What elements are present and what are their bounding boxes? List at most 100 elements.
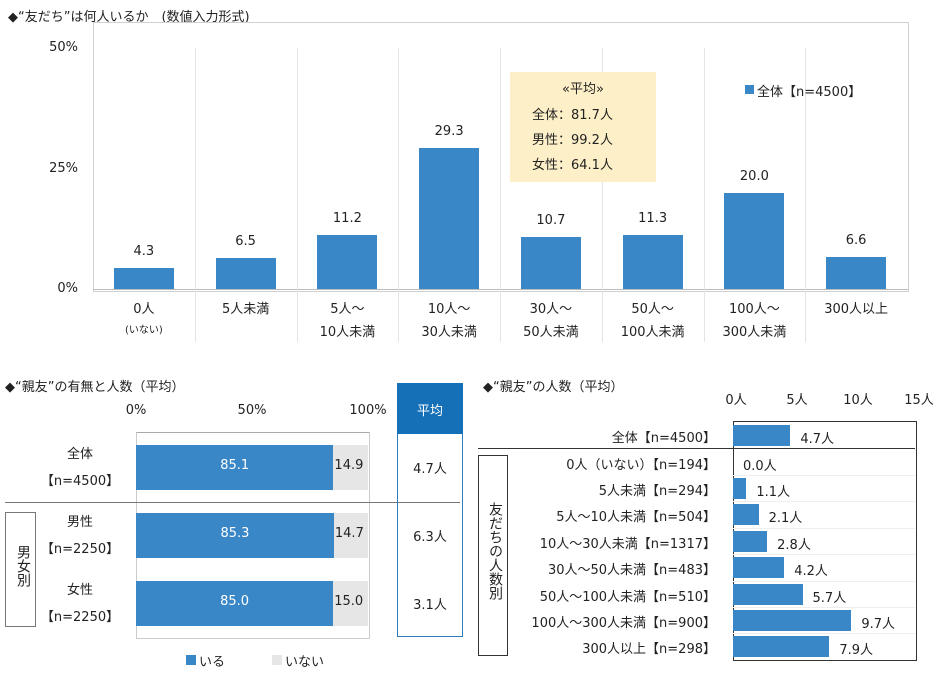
bar-present — [136, 445, 334, 490]
bar — [733, 425, 791, 446]
chart-title: ◆“親友”の有無と人数（平均） — [5, 380, 185, 395]
bar — [733, 478, 747, 499]
category-divider — [601, 48, 603, 342]
category-divider — [296, 48, 298, 342]
x-tick-label: 5人未満 — [221, 302, 270, 317]
legend-label: 全体【n=4500】 — [757, 85, 862, 100]
bar — [113, 268, 174, 289]
category-label: 女性 — [66, 583, 94, 598]
row-gridline — [733, 554, 915, 555]
category-label: 10人～30人未満【n=1317】 — [539, 537, 716, 552]
bar-present — [136, 513, 334, 558]
x-tick-label: 5人 — [786, 393, 808, 408]
average-value: 6.3人 — [413, 530, 447, 545]
bar — [733, 584, 803, 605]
x-tick-label: 0人 — [725, 393, 747, 408]
data-label: 11.3 — [638, 210, 668, 226]
group-label: 男女別 — [15, 545, 31, 587]
x-tick-label: 5人～ — [330, 302, 365, 317]
bar — [317, 235, 378, 289]
category-sublabel: 【n=2250】 — [40, 542, 120, 557]
row-gridline — [733, 581, 915, 582]
data-label: 14.7 — [334, 526, 364, 541]
group-box — [5, 512, 36, 627]
data-label: 6.6 — [845, 233, 867, 249]
data-label: 20.0 — [739, 168, 769, 184]
legend-label: いる — [199, 655, 226, 670]
row-gridline — [733, 607, 915, 608]
y-tick-label: 0% — [57, 281, 78, 296]
group-label: 友だちの人数別 — [487, 502, 503, 600]
data-label: 85.3 — [220, 526, 250, 541]
legend-swatch — [186, 655, 196, 665]
data-label: 14.9 — [334, 458, 364, 473]
bar — [724, 192, 785, 289]
average-title: «平均» — [562, 82, 604, 97]
data-label: 7.9人 — [839, 643, 874, 658]
category-divider — [500, 48, 501, 342]
bar — [733, 610, 852, 631]
data-label: 11.2 — [332, 211, 362, 227]
category-sublabel: 【n=4500】 — [40, 474, 120, 489]
data-label: 85.0 — [220, 594, 250, 609]
x-tick-label-sub: 300人未満 — [722, 325, 787, 340]
data-label: 29.3 — [434, 123, 464, 139]
data-label: 85.1 — [220, 458, 250, 473]
bar-absent — [333, 513, 368, 558]
average-header — [397, 383, 463, 434]
y-tick-label: 50% — [49, 40, 78, 55]
x-tick-label: 300人以上 — [824, 302, 889, 317]
row-gridline — [733, 633, 915, 634]
x-tick-label: 0% — [125, 403, 147, 418]
bar — [622, 234, 683, 289]
chart-title: ◆“親友”の人数（平均） — [483, 380, 624, 395]
data-label: 2.1人 — [768, 511, 803, 526]
legend-swatch — [745, 85, 754, 94]
bar — [733, 636, 830, 657]
legend-swatch — [272, 655, 282, 665]
category-label: 0人（いない）【n=194】 — [566, 458, 716, 473]
data-label: 5.7人 — [812, 591, 847, 606]
group-divider — [478, 448, 915, 449]
x-tick-label: 100% — [349, 403, 387, 418]
x-tick-label-sub: 30人未満 — [421, 325, 477, 340]
group-divider — [5, 502, 460, 503]
category-label: 5人～10人未満【n=504】 — [556, 510, 716, 525]
bar-absent — [333, 581, 368, 626]
x-tick-label: 100人～ — [728, 302, 780, 317]
category-divider — [194, 48, 196, 342]
data-label: 0.0人 — [743, 459, 777, 474]
legend-label: いない — [285, 655, 325, 670]
x-tick-label-sub: 50人未満 — [523, 325, 579, 340]
x-tick-label: 50% — [237, 403, 267, 418]
category-divider — [805, 48, 807, 342]
category-label: 男性 — [66, 515, 94, 530]
x-tick-label: 10人 — [843, 393, 873, 408]
data-label: 4.7人 — [800, 432, 835, 447]
bar — [733, 504, 759, 525]
average-line: 女性：64.1人 — [532, 158, 613, 173]
row-gridline — [733, 475, 915, 476]
average-value: 3.1人 — [413, 598, 447, 613]
group-box — [478, 455, 508, 656]
x-tick-label: 50人～ — [631, 302, 674, 317]
data-label: 1.1人 — [756, 485, 791, 500]
bar — [733, 557, 785, 578]
data-label: 9.7人 — [861, 617, 896, 632]
average-line: 全体：81.7人 — [532, 108, 613, 123]
bar-absent — [333, 445, 368, 490]
x-tick-label: 0人 — [133, 302, 155, 317]
x-tick-label: 15人 — [904, 393, 934, 408]
category-label: 全体 — [66, 447, 94, 462]
data-label: 10.7 — [536, 213, 566, 229]
category-label: 50人～100人未満【n=510】 — [539, 590, 716, 605]
y-tick-label: 25% — [49, 160, 78, 176]
category-label: 30人～50人未満【n=483】 — [547, 563, 716, 578]
bar-present — [136, 581, 334, 626]
category-sublabel: 【n=2250】 — [40, 610, 120, 625]
x-tick-label-sub: 100人未満 — [620, 325, 685, 340]
x-tick-label-sub: 10人未満 — [319, 325, 376, 340]
category-label: 全体【n=4500】 — [611, 431, 716, 446]
x-tick-label: 30人～ — [529, 302, 573, 317]
row-gridline — [733, 528, 915, 529]
